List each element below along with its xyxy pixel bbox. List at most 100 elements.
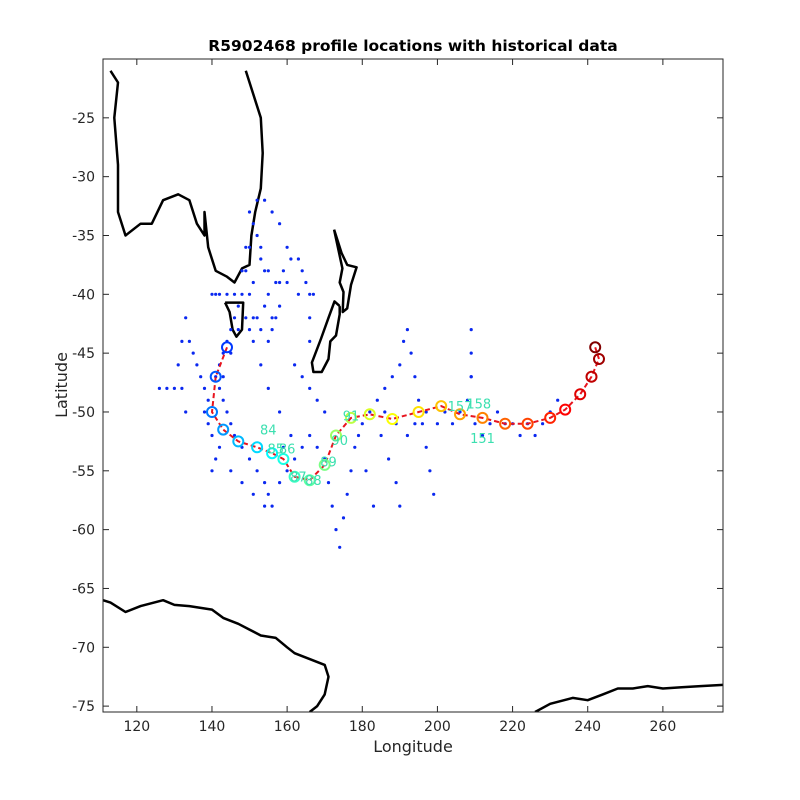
historical-point (210, 469, 214, 473)
float-profile-point (318, 458, 331, 471)
historical-point (244, 245, 248, 249)
historical-point (364, 469, 368, 473)
historical-point (206, 422, 210, 426)
historical-point (247, 245, 252, 249)
float-profile-point (435, 400, 448, 413)
historical-point (315, 445, 319, 449)
historical-point (281, 445, 285, 449)
historical-point (405, 433, 409, 438)
historical-point (259, 363, 263, 367)
historical-point (229, 469, 233, 473)
historical-point (315, 398, 319, 402)
historical-point (259, 245, 263, 249)
historical-point (285, 280, 289, 285)
historical-point (308, 316, 312, 320)
profile-number-label: 158 (466, 398, 491, 413)
historical-point (180, 339, 184, 343)
historical-point (251, 316, 255, 320)
historical-point (278, 280, 282, 285)
historical-point (428, 469, 432, 473)
historical-point (191, 351, 195, 355)
chart-title: R5902468 profile locations with historic… (208, 37, 617, 55)
historical-point (266, 269, 270, 273)
historical-point (341, 516, 346, 520)
x-tick-label: 120 (123, 719, 150, 735)
historical-point (255, 316, 259, 320)
historical-point (308, 292, 312, 296)
profile-number-label: 85 (268, 442, 285, 457)
historical-point (247, 328, 252, 332)
historical-point (480, 433, 485, 438)
historical-point (334, 528, 338, 532)
float-profile-point (330, 429, 342, 442)
historical-point (247, 210, 252, 214)
float-profile-point (412, 406, 425, 418)
historical-point (263, 269, 267, 273)
historical-point (394, 481, 398, 485)
coastline (223, 301, 245, 338)
historical-point (263, 504, 267, 508)
y-axis: -25 -30 -35 -40 -45 -50 -55 -60 -65 -70 -75 (72, 111, 723, 715)
y-tick-label: -25 (72, 111, 95, 127)
historical-point (326, 481, 331, 485)
float-profile-point (206, 406, 218, 418)
historical-point (304, 280, 308, 285)
historical-point (251, 280, 255, 285)
historical-point (469, 375, 473, 379)
historical-point (270, 504, 274, 508)
historical-point (247, 457, 252, 461)
historical-point (263, 481, 267, 485)
historical-point (217, 445, 222, 449)
profile-number-label: 87 (290, 471, 307, 486)
historical-point (232, 292, 237, 296)
coastline (109, 70, 264, 284)
profile-number-label: 151 (470, 432, 495, 447)
historical-point (240, 269, 244, 273)
historical-point (556, 398, 560, 402)
historical-point (221, 375, 225, 379)
historical-point (278, 222, 282, 226)
float-profile-point (251, 441, 264, 454)
float-profile-point (232, 435, 245, 448)
historical-point (266, 292, 270, 296)
coastline-layer (103, 70, 723, 712)
historical-point (255, 233, 259, 238)
historical-point (210, 433, 214, 438)
historical-point (229, 422, 233, 426)
historical-point (473, 422, 477, 426)
historical-point (293, 363, 297, 367)
historical-point (383, 410, 387, 414)
historical-data-layer (157, 198, 560, 549)
x-tick-label: 140 (199, 719, 226, 735)
historical-point (251, 222, 255, 226)
float-profile-point (574, 388, 587, 401)
historical-point (390, 375, 394, 379)
historical-point (450, 422, 455, 426)
coastline (310, 300, 341, 374)
historical-point (278, 304, 282, 308)
historical-point (195, 363, 199, 367)
y-tick-label: -45 (72, 346, 95, 362)
historical-point (236, 328, 240, 332)
historical-point (296, 257, 300, 261)
historical-point (157, 386, 161, 390)
x-axis-label: Longitude (373, 737, 453, 756)
historical-point (214, 457, 218, 461)
historical-point (240, 481, 244, 485)
historical-point (266, 492, 270, 496)
y-tick-label: -75 (72, 699, 95, 715)
historical-point (402, 339, 406, 343)
historical-point (289, 433, 293, 438)
historical-point (469, 351, 473, 355)
float-profile-point (345, 411, 357, 424)
float-profile-point (386, 413, 399, 425)
historical-point (465, 398, 470, 402)
float-track-layer (206, 341, 605, 487)
y-tick-label: -50 (72, 405, 95, 421)
historical-point (278, 481, 282, 485)
historical-point (345, 492, 349, 496)
coastline (103, 598, 330, 712)
historical-point (368, 410, 372, 414)
